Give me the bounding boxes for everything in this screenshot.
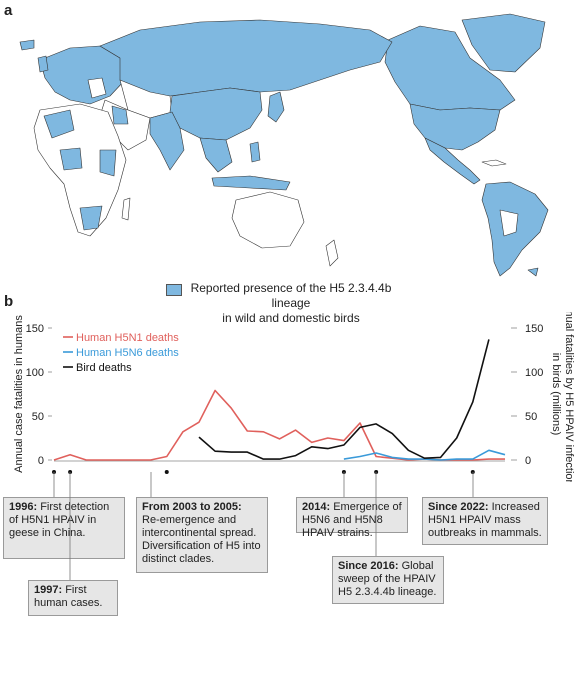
- map-japan: [267, 91, 285, 123]
- y-tick-right: 100: [525, 367, 543, 379]
- legend-label: Human H5N6 deaths: [76, 347, 179, 359]
- note-2014: 2014: Emergence of H5N6 and H5N8 HPAIV s…: [296, 497, 408, 539]
- timeline-marker-dot: [374, 470, 379, 474]
- map-russia: [99, 19, 393, 97]
- map-legend-text: Reported presence of the H5 2.3.4.4b lin…: [186, 281, 396, 326]
- map-india: [149, 111, 185, 171]
- y-axis-label-left: Annual case fatalities in humans: [13, 315, 25, 473]
- map-africa-east-blue: [99, 149, 117, 177]
- map-philippines: [249, 141, 261, 163]
- note-2003-2005: From 2003 to 2005: Re-emergence and inte…: [136, 497, 268, 573]
- map-new-zealand: [325, 239, 339, 267]
- y-tick-right: 0: [525, 455, 531, 467]
- map-china: [169, 87, 263, 141]
- panel-a-label: a: [4, 2, 13, 19]
- map-central-america: [424, 137, 481, 185]
- note-1997: 1997: First human cases.: [28, 580, 118, 616]
- line-chart: 0 0 50 50 100 100 150 150 Human H5N1 deaths Huma…: [13, 312, 575, 482]
- world-map: [19, 13, 549, 277]
- panel-b-label: b: [4, 293, 14, 310]
- timeline-marker-dot: [68, 470, 73, 474]
- timeline-marker-dot: [52, 470, 56, 474]
- map-europe-white: [87, 77, 107, 99]
- map-south-georgia: [527, 267, 539, 277]
- map-africa: [33, 103, 127, 237]
- map-madagascar: [121, 197, 131, 221]
- series-line-0: [53, 389, 505, 461]
- map-usa: [409, 103, 501, 151]
- map-europe: [39, 45, 126, 105]
- map-legend-swatch: [166, 284, 182, 296]
- y-tick-left: 150: [26, 323, 44, 335]
- map-south-america-inner: [499, 209, 519, 237]
- y-axis-label-right-line2: in birds (millions): [550, 353, 562, 436]
- y-axis-label-right-line1: Annual fatalities by H5 HPAIV infections: [563, 312, 575, 482]
- map-africa-south-blue: [79, 205, 103, 231]
- map-iceland: [19, 39, 35, 51]
- map-legend-line2: in wild and domestic birds: [222, 311, 360, 325]
- y-tick-right: 50: [525, 411, 537, 423]
- map-se-asia: [199, 137, 233, 173]
- map-caribbean: [481, 159, 507, 167]
- map-middle-east-blue: [111, 105, 129, 125]
- map-australia: [231, 191, 305, 249]
- map-africa-north-blue: [43, 109, 75, 139]
- timeline-marker-dot: [470, 470, 475, 474]
- legend-label: Bird deaths: [76, 362, 132, 374]
- map-legend-line1: Reported presence of the H5 2.3.4.4b lin…: [190, 281, 392, 310]
- map-indonesia: [211, 175, 291, 191]
- map-uk: [37, 55, 49, 73]
- map-africa-west-blue: [59, 147, 83, 171]
- map-greenland: [461, 13, 546, 73]
- y-tick-left: 50: [32, 411, 44, 423]
- y-tick-left: 100: [26, 367, 44, 379]
- y-tick-right: 150: [525, 323, 543, 335]
- note-2022: Since 2022: Increased H5N1 HPAIV mass ou…: [422, 497, 548, 545]
- note-2016: Since 2016: Global sweep of the HPAIV H5…: [332, 556, 444, 604]
- y-tick-left: 0: [38, 455, 44, 467]
- legend-label: Human H5N1 deaths: [76, 332, 179, 344]
- timeline-marker-dot: [164, 470, 169, 474]
- note-1996: 1996: First detection of H5N1 HPAIV in g…: [3, 497, 125, 559]
- y-axis-label-right: Annual fatalities by H5 HPAIV infections…: [550, 312, 575, 482]
- timeline-marker-dot: [341, 470, 346, 474]
